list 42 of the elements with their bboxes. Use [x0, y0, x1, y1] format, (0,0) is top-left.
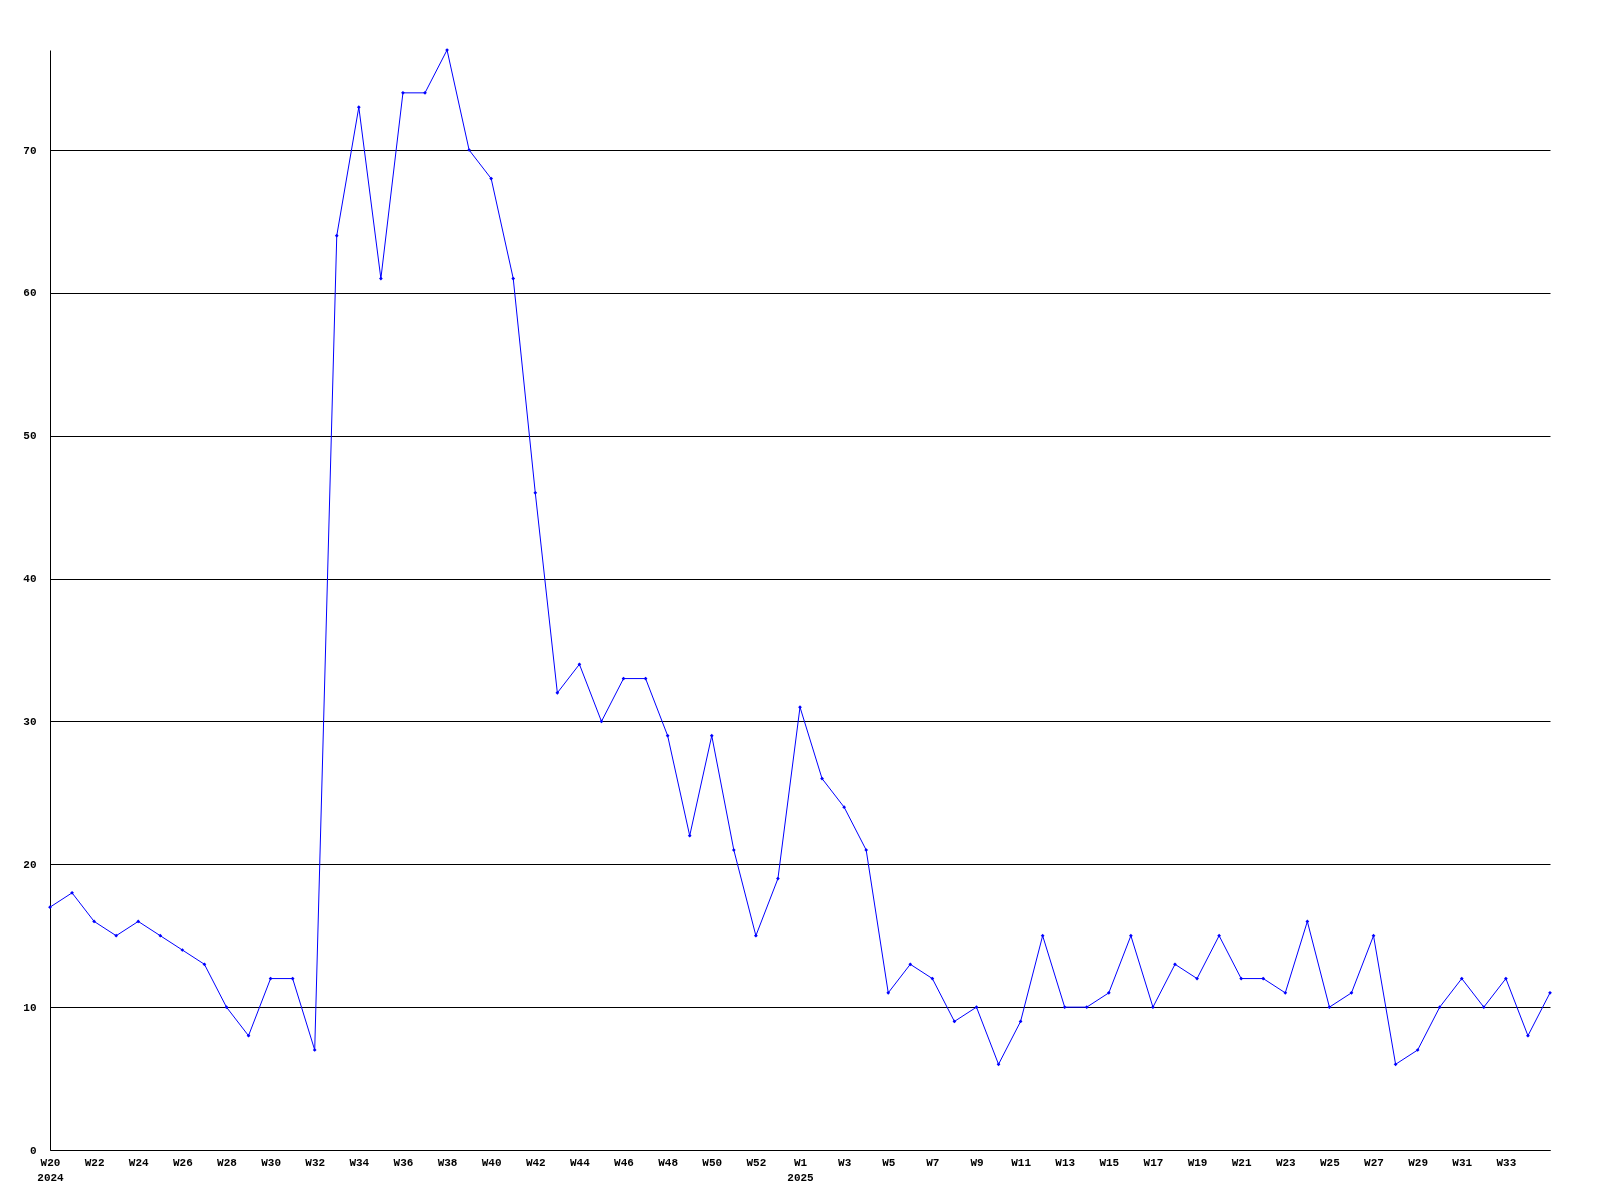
- x-tick-label: W38: [437, 1156, 458, 1169]
- x-tick-label: W32: [305, 1156, 326, 1169]
- x-tick-label: W26: [172, 1156, 193, 1169]
- x-tick-label: W22: [84, 1156, 105, 1169]
- x-tick-label: W42: [525, 1156, 546, 1169]
- y-tick-label: 20: [23, 858, 37, 871]
- y-tick-label: 30: [23, 715, 37, 728]
- x-tick-label: W13: [1055, 1156, 1076, 1169]
- y-tick-label: 0: [29, 1144, 37, 1157]
- y-tick-label: 70: [23, 144, 37, 157]
- x-tick-label: W15: [1099, 1156, 1120, 1169]
- y-tick-label: 40: [23, 573, 37, 586]
- x-tick-label: W52: [746, 1156, 767, 1169]
- x-tick-label: W21: [1231, 1156, 1252, 1169]
- x-tick-label: W46: [614, 1156, 634, 1169]
- y-tick-label: 10: [23, 1001, 37, 1014]
- x-tick-label: W31: [1452, 1156, 1473, 1169]
- x-tick-label: W24: [128, 1156, 150, 1169]
- x-tick-label: W33: [1496, 1156, 1517, 1169]
- x-tick-label: W7: [926, 1156, 940, 1169]
- x-tick-label: W19: [1187, 1156, 1208, 1169]
- x-tick-label: W25: [1320, 1156, 1341, 1169]
- x-tick-label: W23: [1275, 1156, 1297, 1169]
- x-tick-label: W3: [838, 1156, 852, 1169]
- x-tick-label: W27: [1364, 1156, 1384, 1169]
- x-tick-label: W5: [882, 1156, 896, 1169]
- x-tick-label: W48: [658, 1156, 679, 1169]
- x-tick-label: W40: [481, 1156, 502, 1169]
- x-tick-label: W30: [261, 1156, 281, 1169]
- y-tick-label: 60: [23, 287, 37, 300]
- x-tick-label: W11: [1011, 1156, 1032, 1169]
- x-tick-label: W34: [349, 1156, 370, 1169]
- x-tick-label: W1 2025: [787, 1156, 815, 1184]
- x-tick-label: W29: [1408, 1156, 1429, 1169]
- x-tick-label: W20 2024: [37, 1156, 65, 1184]
- x-tick-label: W17: [1143, 1156, 1164, 1169]
- x-tick-label: W28: [217, 1156, 238, 1169]
- x-tick-label: W50: [702, 1156, 723, 1169]
- x-tick-label: W36: [393, 1156, 414, 1169]
- x-tick-label: W44: [570, 1156, 591, 1169]
- x-tick-label: W9: [970, 1156, 984, 1169]
- y-tick-label: 50: [23, 430, 37, 443]
